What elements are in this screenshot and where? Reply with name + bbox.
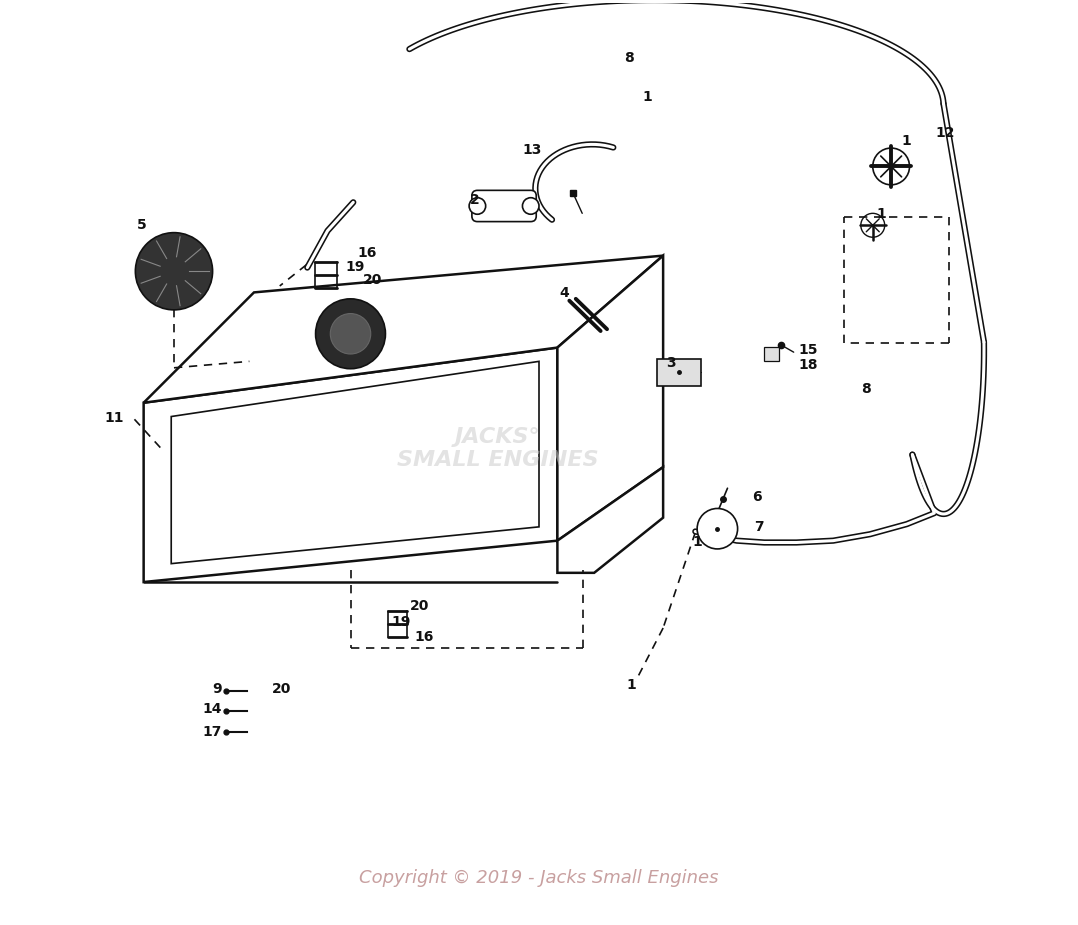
Text: 17: 17 [203, 725, 222, 739]
Polygon shape [557, 467, 663, 573]
Circle shape [316, 299, 386, 369]
Text: 11: 11 [105, 412, 124, 426]
Text: 8: 8 [861, 382, 871, 396]
Polygon shape [143, 255, 663, 402]
Text: Copyright © 2019 - Jacks Small Engines: Copyright © 2019 - Jacks Small Engines [359, 870, 719, 887]
Text: JACKS°
SMALL ENGINES: JACKS° SMALL ENGINES [397, 427, 598, 470]
Circle shape [523, 198, 539, 215]
Text: 5: 5 [137, 218, 147, 232]
Text: 16: 16 [415, 630, 434, 644]
Polygon shape [143, 348, 557, 582]
Text: 20: 20 [411, 598, 430, 613]
Polygon shape [557, 255, 663, 540]
Text: 20: 20 [273, 682, 292, 696]
FancyBboxPatch shape [657, 359, 701, 386]
Text: 9: 9 [212, 682, 222, 696]
Text: 8: 8 [624, 51, 634, 65]
Text: 6: 6 [752, 489, 762, 503]
Text: 1: 1 [902, 134, 912, 148]
Text: 12: 12 [936, 127, 955, 141]
Text: 20: 20 [362, 274, 382, 288]
FancyBboxPatch shape [472, 191, 536, 222]
Text: 16: 16 [358, 246, 377, 260]
Text: 1: 1 [692, 535, 702, 549]
Text: 3: 3 [666, 356, 676, 370]
Text: 19: 19 [346, 260, 365, 274]
Text: 2: 2 [470, 192, 480, 206]
Text: 4: 4 [559, 287, 569, 301]
Text: 7: 7 [755, 520, 764, 534]
Text: 14: 14 [203, 702, 222, 716]
Circle shape [330, 314, 371, 354]
Text: 1: 1 [642, 90, 652, 104]
Circle shape [697, 509, 737, 549]
Text: 1: 1 [626, 678, 636, 692]
Text: 15: 15 [799, 343, 818, 357]
Text: 1: 1 [876, 207, 886, 221]
Text: 19: 19 [392, 614, 412, 629]
FancyBboxPatch shape [764, 347, 779, 362]
Text: 18: 18 [799, 358, 818, 372]
Text: 13: 13 [523, 142, 542, 157]
Circle shape [136, 233, 212, 310]
Circle shape [469, 198, 486, 215]
